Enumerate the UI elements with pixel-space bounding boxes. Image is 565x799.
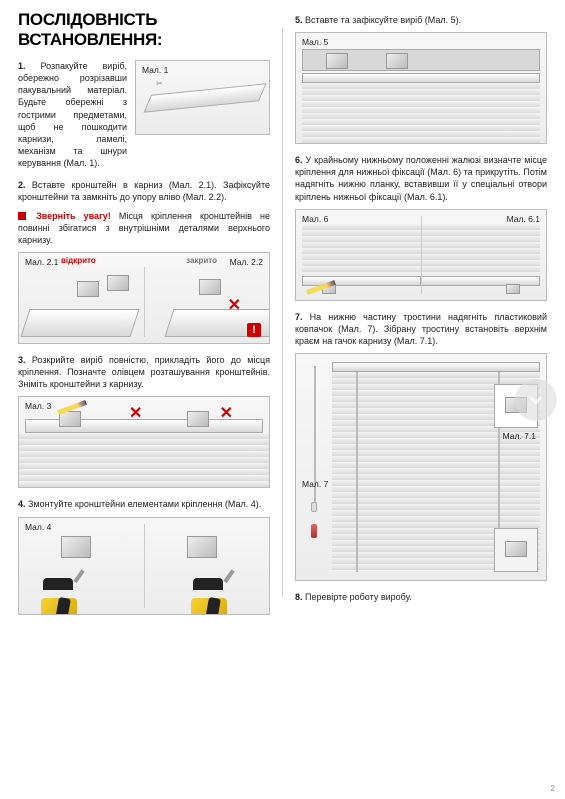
- step-4-text: 4. Змонтуйте кронштейни елементами кріпл…: [18, 498, 270, 510]
- figure-2-open-label: відкрито: [61, 256, 96, 265]
- step-3-num: 3.: [18, 355, 26, 365]
- figure-7-label-left: Мал. 7: [300, 478, 330, 490]
- warning-icon: [18, 212, 26, 220]
- step-4-body: Змонтуйте кронштейни елементами кріпленн…: [28, 499, 261, 509]
- step-5-num: 5.: [295, 15, 303, 25]
- page-number: 2: [551, 784, 555, 793]
- step-2-warning: Зверніть увагу! Місця кріплення кронштей…: [18, 210, 270, 246]
- step-7-num: 7.: [295, 312, 303, 322]
- x-mark-icon: ✕: [220, 403, 233, 423]
- figure-2-label-left: Мал. 2.1: [23, 256, 60, 268]
- x-mark-icon: ✕: [228, 295, 241, 315]
- figure-4: Мал. 4: [18, 517, 270, 615]
- step-8-text: 8. Перевірте роботу виробу.: [295, 591, 547, 603]
- x-mark-icon: ✕: [129, 403, 142, 423]
- step-8-body: Перевірте роботу виробу.: [305, 592, 412, 602]
- step-1-num: 1.: [18, 61, 26, 71]
- figure-2: Мал. 2.1 відкрито закрито Мал. 2.2 ✕ !: [18, 252, 270, 344]
- figure-3-label: Мал. 3: [23, 400, 53, 412]
- figure-2-label-right: Мал. 2.2: [228, 256, 265, 268]
- figure-7-label-right: Мал. 7.1: [501, 430, 538, 442]
- exclamation-icon: !: [247, 323, 261, 337]
- figure-2-closed-label: закрито: [186, 256, 217, 265]
- right-column: 5. Вставте та зафіксуйте виріб (Мал. 5).…: [295, 10, 547, 615]
- page-root: ПОСЛІДОВНІСТЬ ВСТАНОВЛЕННЯ: 1. Розпакуйт…: [0, 0, 565, 625]
- cap-icon: [311, 502, 317, 512]
- step-2-num: 2.: [18, 180, 26, 190]
- left-column: ПОСЛІДОВНІСТЬ ВСТАНОВЛЕННЯ: 1. Розпакуйт…: [18, 10, 270, 615]
- figure-4-label: Мал. 4: [23, 521, 53, 533]
- warning-prefix: Зверніть увагу!: [36, 211, 111, 221]
- step-8-num: 8.: [295, 592, 303, 602]
- figure-1-label: Мал. 1: [140, 64, 170, 76]
- figure-3: Мал. 3 ✕ ✕: [18, 396, 270, 488]
- step-1-text: 1. Розпакуйте виріб, обережно розрізавши…: [18, 60, 127, 169]
- step-6-num: 6.: [295, 155, 303, 165]
- figure-6: Мал. 6 Мал. 6.1: [295, 209, 547, 301]
- tassel-icon: [311, 524, 317, 538]
- step-3-body: Розкрийте виріб повністю, прикладіть йог…: [18, 355, 270, 389]
- step-2-text: 2. Вставте кронштейн в карниз (Мал. 2.1)…: [18, 179, 270, 203]
- drill-icon: [41, 578, 89, 615]
- column-divider: [282, 28, 283, 597]
- figure-5-label: Мал. 5: [300, 36, 330, 48]
- step-4-num: 4.: [18, 499, 26, 509]
- step-6-body: У крайньому нижньому положенні жалюзі ви…: [295, 155, 547, 201]
- step-2-body: Вставте кронштейн в карниз (Мал. 2.1). З…: [18, 180, 270, 202]
- step-5-text: 5. Вставте та зафіксуйте виріб (Мал. 5).: [295, 14, 547, 26]
- figure-7: Мал. 7 Мал. 7.1: [295, 353, 547, 581]
- step-5-body: Вставте та зафіксуйте виріб (Мал. 5).: [305, 15, 461, 25]
- step-7-body: На нижню частину тростини надягніть плас…: [295, 312, 547, 346]
- step-3-text: 3. Розкрийте виріб повністю, прикладіть …: [18, 354, 270, 390]
- step-1-body: Розпакуйте виріб, обережно розрізавши па…: [18, 61, 127, 168]
- step-7-text: 7. На нижню частину тростини надягніть п…: [295, 311, 547, 347]
- page-title: ПОСЛІДОВНІСТЬ ВСТАНОВЛЕННЯ:: [18, 10, 270, 50]
- drill-icon: [191, 578, 239, 615]
- figure-1: Мал. 1 ✂: [135, 60, 270, 135]
- figure-5: Мал. 5: [295, 32, 547, 144]
- step-1-row: 1. Розпакуйте виріб, обережно розрізавши…: [18, 60, 270, 169]
- step-6-text: 6. У крайньому нижньому положенні жалюзі…: [295, 154, 547, 203]
